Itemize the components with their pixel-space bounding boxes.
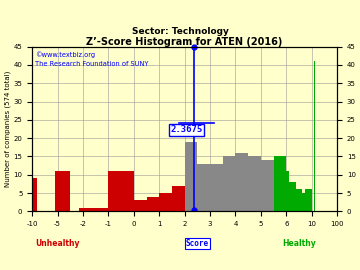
Bar (210, 164, 223, 211)
Bar (108, 171, 121, 211)
Bar (55, 171, 62, 211)
Bar (293, 182, 296, 211)
Bar (62, 171, 70, 211)
Bar (274, 156, 286, 211)
Text: The Research Foundation of SUNY: The Research Foundation of SUNY (35, 61, 149, 68)
Text: Unhealthy: Unhealthy (35, 239, 80, 248)
Bar (185, 142, 197, 211)
Text: ©www.textbiz.org: ©www.textbiz.org (35, 52, 95, 58)
Bar (147, 197, 159, 211)
Bar (286, 171, 289, 211)
Bar (289, 182, 293, 211)
Text: Healthy: Healthy (282, 239, 316, 248)
Bar (235, 153, 248, 211)
Title: Z’-Score Histogram for ATEN (2016): Z’-Score Histogram for ATEN (2016) (86, 36, 283, 46)
Bar (83, 208, 96, 211)
Text: Score: Score (186, 239, 209, 248)
Bar (296, 190, 299, 211)
Bar (79, 208, 83, 211)
Bar (159, 193, 172, 211)
Bar (121, 171, 134, 211)
Bar (302, 193, 305, 211)
Bar (309, 190, 312, 211)
Bar (223, 156, 235, 211)
Text: Sector: Technology: Sector: Technology (131, 27, 229, 36)
Bar (172, 186, 185, 211)
Bar (261, 160, 274, 211)
Bar (96, 208, 108, 211)
Bar (32, 178, 37, 211)
Bar (248, 156, 261, 211)
Bar (305, 190, 309, 211)
Bar (197, 164, 210, 211)
Bar (299, 190, 302, 211)
Text: 2.3675: 2.3675 (170, 125, 202, 134)
Bar (134, 200, 147, 211)
Y-axis label: Number of companies (574 total): Number of companies (574 total) (4, 71, 11, 187)
Bar (180, 186, 185, 211)
